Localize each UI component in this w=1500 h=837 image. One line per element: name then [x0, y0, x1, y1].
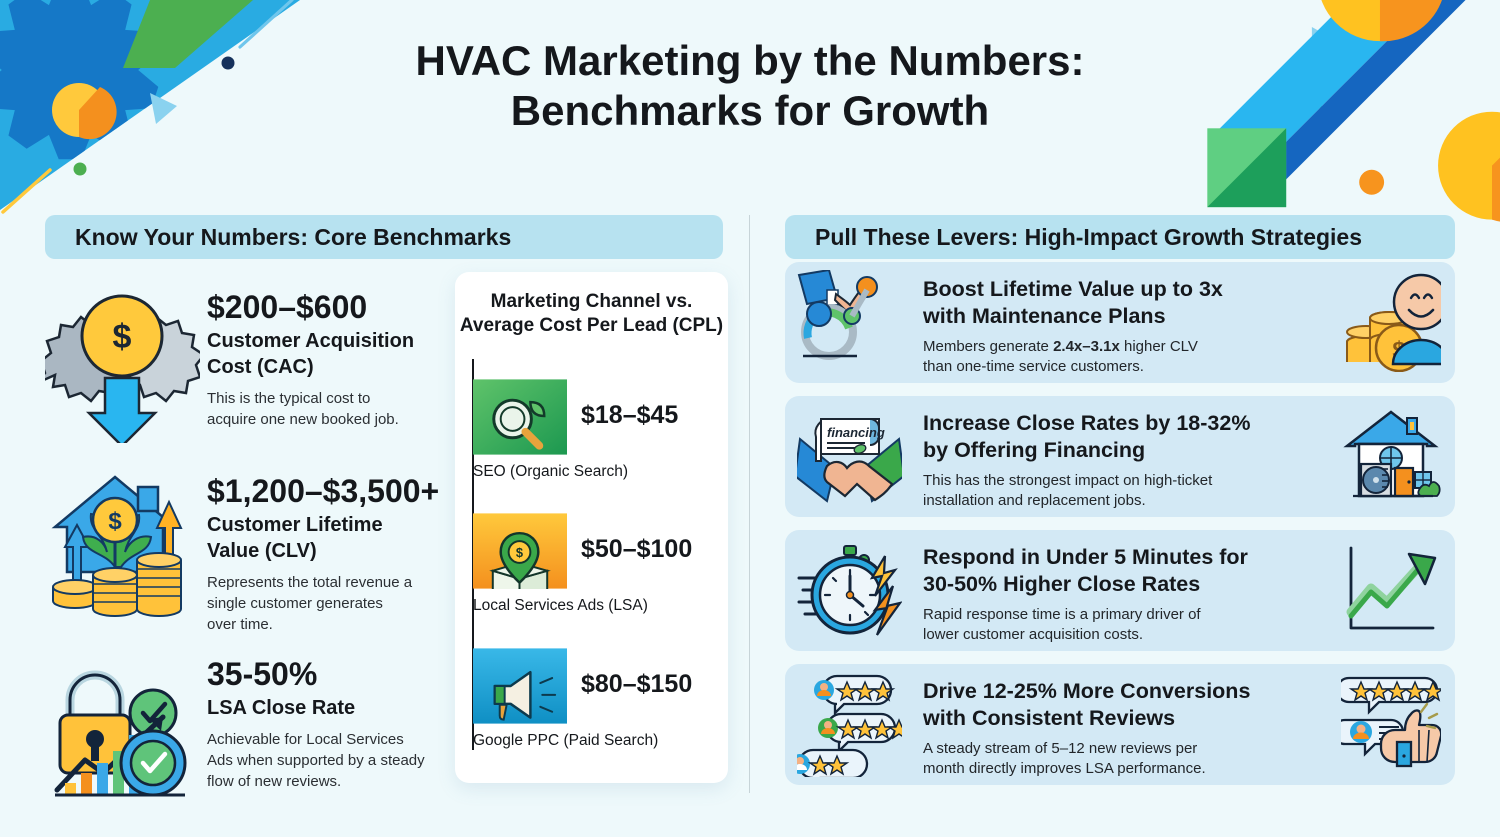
svg-text:financing: financing: [827, 425, 885, 440]
svg-text:$: $: [113, 318, 132, 356]
svg-text:$: $: [108, 508, 122, 535]
svg-text:$: $: [516, 545, 523, 560]
